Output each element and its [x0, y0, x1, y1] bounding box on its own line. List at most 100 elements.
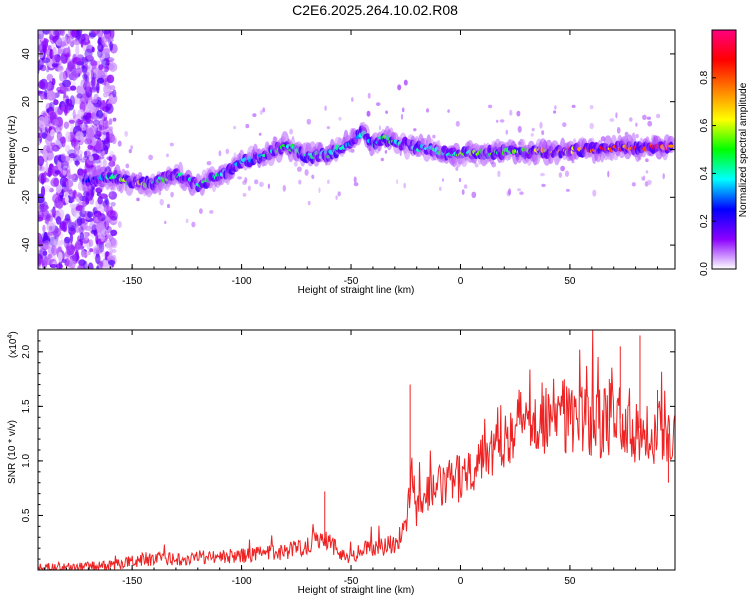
heatmap-cell: [54, 138, 61, 145]
heatmap-cell: [258, 132, 262, 136]
heatmap-cell: [63, 121, 69, 129]
heatmap-cell: [646, 116, 652, 120]
heatmap-cell: [38, 90, 43, 95]
heatmap-cell: [58, 56, 63, 66]
heatmap-cell: [38, 216, 44, 222]
heatmap-cell: [112, 137, 117, 145]
heatmap-cell: [85, 196, 90, 203]
heatmap-cell: [397, 84, 402, 91]
heatmap-cell: [541, 183, 546, 188]
heatmap-cell: [86, 55, 94, 60]
heatmap-cell: [125, 163, 130, 169]
heatmap-cell: [96, 82, 100, 94]
heatmap-cell: [353, 182, 359, 187]
heatmap-cell: [72, 109, 76, 119]
heatmap-cell: [105, 57, 115, 63]
heatmap-cell: [86, 44, 94, 54]
heatmap-cell: [442, 178, 444, 182]
heatmap-cell: [61, 136, 66, 148]
spectrogram-ylabel: Frequency (Hz): [7, 116, 18, 185]
heatmap-cell: [170, 191, 174, 198]
heatmap-cell: [233, 125, 237, 130]
heatmap-cell: [375, 102, 381, 106]
heatmap-cell: [87, 250, 91, 256]
colorbar-tick-label: 0.8: [699, 70, 710, 84]
heatmap-cell: [112, 117, 117, 122]
heatmap-cell: [102, 139, 111, 151]
heatmap-cell: [88, 239, 94, 247]
heatmap-cell: [58, 251, 63, 263]
spectrogram-axes: -150 -100 -50 0 50 -40 -20 0 20 40: [21, 30, 675, 287]
heatmap-cell: [76, 64, 81, 70]
heatmap-cell: [509, 109, 513, 116]
heatmap-cell: [104, 120, 110, 129]
heatmap-cell: [106, 226, 112, 233]
heatmap-cell: [51, 54, 60, 63]
heatmap-cell: [102, 99, 106, 107]
heatmap-cell: [94, 155, 101, 160]
heatmap-cell: [83, 191, 90, 197]
snr-xlabel: Height of straight line (km): [298, 585, 415, 596]
heatmap-cell: [41, 57, 51, 64]
heatmap-cell: [517, 125, 522, 133]
heatmap-cell: [66, 52, 72, 58]
heatmap-cell: [42, 30, 51, 35]
heatmap-cell: [41, 132, 48, 139]
heatmap-cell: [124, 130, 129, 137]
heatmap-cell: [76, 193, 83, 198]
heatmap-cell: [496, 119, 499, 123]
heatmap-cell: [311, 174, 315, 179]
heatmap-cell: [244, 177, 248, 183]
colorbar-tick-label: 0.2: [699, 214, 710, 228]
heatmap-cell: [327, 179, 330, 184]
heatmap-cell: [167, 203, 170, 209]
heatmap-cell: [89, 248, 94, 253]
heatmap-cell: [259, 109, 263, 115]
heatmap-cell: [38, 258, 42, 267]
heatmap-cell: [66, 245, 73, 256]
heatmap-cell: [403, 79, 408, 86]
heatmap-cell: [70, 85, 77, 91]
heatmap-cell: [662, 173, 665, 180]
x-tick-label: 0: [458, 276, 464, 287]
heatmap-cell: [83, 260, 88, 269]
heatmap-cell: [89, 155, 94, 162]
colorbar-ticks: 0.0 0.2 0.4 0.6 0.8: [699, 70, 716, 276]
heatmap-cell: [82, 206, 86, 215]
heatmap-cell: [64, 236, 71, 244]
heatmap-cell: [52, 63, 59, 68]
heatmap-cell: [68, 174, 76, 180]
heatmap-cell: [656, 113, 661, 119]
heatmap-cell: [69, 203, 77, 209]
heatmap-cell: [91, 30, 101, 35]
heatmap-cell: [105, 129, 110, 142]
heatmap-cell: [87, 144, 94, 150]
heatmap-cell: [353, 176, 357, 183]
heatmap-cell: [59, 65, 63, 71]
heatmap-cell: [40, 186, 46, 198]
heatmap-cell: [166, 153, 169, 158]
heatmap-cell: [98, 64, 104, 71]
heatmap-cell: [455, 120, 460, 127]
colorbar: 0.0 0.2 0.4 0.6 0.8 Normalized spectral ampl…: [699, 29, 749, 276]
heatmap-cell: [94, 68, 101, 79]
chart-title: C2E6.2025.264.10.02.R08: [292, 2, 458, 18]
heatmap-cell: [81, 249, 86, 258]
heatmap-cell: [447, 109, 450, 113]
heatmap-cell: [95, 233, 99, 245]
heatmap-cell: [79, 210, 88, 218]
heatmap-cell: [107, 210, 116, 218]
heatmap-cell: [191, 221, 196, 228]
heatmap-cell: [102, 30, 111, 35]
heatmap-cell: [102, 117, 108, 130]
y-tick-label: -40: [21, 237, 32, 252]
heatmap-cell: [48, 167, 52, 178]
heatmap-cell: [60, 239, 64, 246]
heatmap-cell: [306, 118, 311, 125]
heatmap-cell: [102, 260, 110, 269]
heatmap-cell: [106, 74, 115, 84]
heatmap-cell: [607, 170, 610, 178]
heatmap-cell: [616, 126, 621, 134]
heatmap-cell: [65, 131, 71, 143]
